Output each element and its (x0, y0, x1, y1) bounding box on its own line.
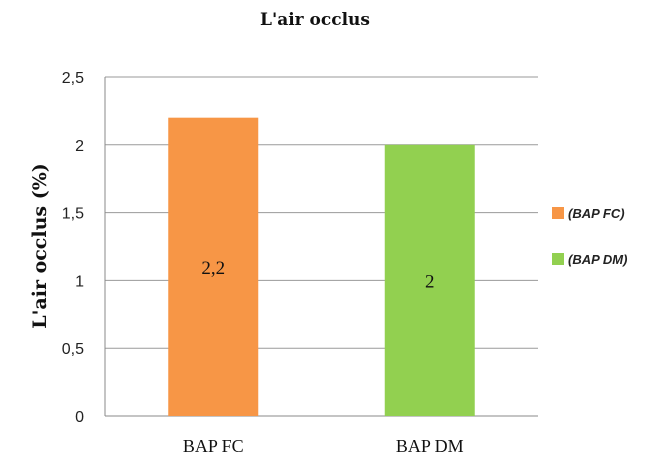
x-axis-categories: BAP FC BAP DM (183, 436, 464, 456)
bar-data-label: 2 (425, 271, 435, 292)
x-category-label: BAP DM (396, 436, 464, 456)
y-tick-label: 1,5 (62, 206, 84, 223)
y-axis-label: L'air occlus (%) (29, 163, 51, 329)
legend-swatch (552, 253, 564, 265)
x-category-label: BAP FC (183, 436, 244, 456)
y-axis-ticks: 0 0,5 1 1,5 2 2,5 (62, 70, 84, 426)
legend: (BAP FC) (BAP DM) (552, 206, 627, 267)
bar (168, 117, 259, 417)
legend-label: (BAP FC) (568, 206, 625, 221)
y-tick-label: 0 (75, 409, 84, 426)
legend-label: (BAP DM) (568, 252, 627, 267)
bars (168, 117, 475, 417)
bar (384, 144, 475, 417)
y-tick-label: 2,5 (62, 70, 84, 87)
y-tick-label: 1 (75, 273, 84, 290)
legend-swatch (552, 207, 564, 219)
data-labels: 2,22 (201, 258, 434, 293)
chart-title: L'air occlus (260, 10, 370, 30)
bar-data-label: 2,2 (201, 258, 225, 279)
y-tick-label: 2 (75, 138, 84, 155)
y-tick-label: 0,5 (62, 341, 84, 358)
